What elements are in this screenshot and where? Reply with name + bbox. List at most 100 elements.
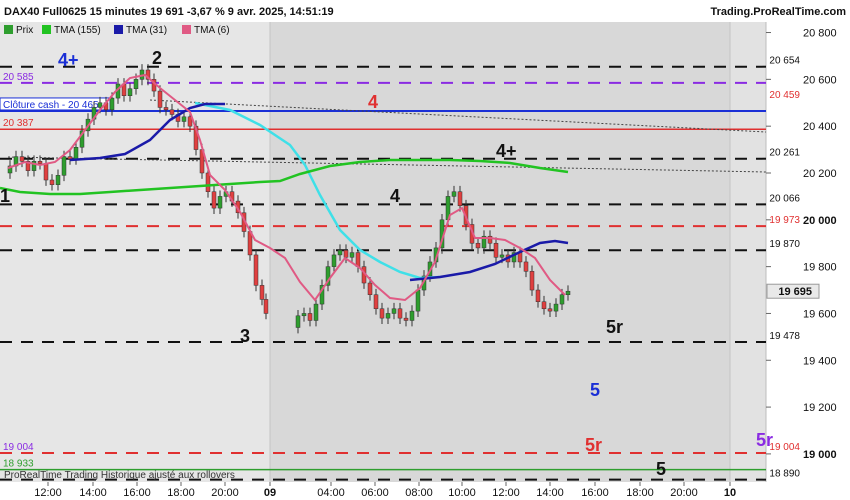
candle-body xyxy=(73,146,79,160)
level-label-right: 20 261 xyxy=(769,148,800,159)
candle-body xyxy=(541,301,547,310)
candle-body xyxy=(481,235,487,249)
level-label-left: 20 585 xyxy=(3,72,34,83)
y-tick-label: 19 600 xyxy=(803,308,837,320)
candle-body xyxy=(553,303,559,312)
candle-body xyxy=(379,308,385,319)
level-label-right: 19 478 xyxy=(769,331,800,342)
candle-body xyxy=(127,88,133,96)
candle-body xyxy=(313,303,319,321)
legend-label-tma31: TMA (31) xyxy=(126,25,167,36)
candle-body xyxy=(31,161,37,171)
tma6-line xyxy=(7,73,566,302)
trendline-upper xyxy=(149,99,767,133)
wave-label: 5r xyxy=(756,430,773,450)
wave-label: 5 xyxy=(590,380,600,400)
candle-body xyxy=(133,79,139,89)
candle-body xyxy=(325,266,331,286)
candle-body xyxy=(97,102,103,108)
candle-body xyxy=(163,107,169,111)
level-label-right: 20 459 xyxy=(769,90,800,101)
horizontal-levels: 20 654 20 585 Clôture cash - 20 465 20 459 2… xyxy=(0,56,800,481)
candle-body xyxy=(217,196,223,209)
y-tick-label: 20 800 xyxy=(803,28,837,40)
candle-body xyxy=(157,90,163,108)
indicator-lines xyxy=(0,73,569,302)
candle-body xyxy=(355,252,361,267)
candle-body xyxy=(343,249,349,258)
tma31-line-2 xyxy=(409,239,569,282)
current-price-box xyxy=(766,283,820,299)
candle-body xyxy=(259,285,265,300)
level-label-right: 20 066 xyxy=(769,193,800,204)
wave-label: 5r xyxy=(585,435,602,455)
x-tick-label: 14:00 xyxy=(536,487,564,499)
legend-swatch-tma155 xyxy=(42,25,51,34)
candle-body xyxy=(403,317,409,321)
cyan-ma-line xyxy=(194,101,441,280)
wave-label: 3 xyxy=(240,326,250,346)
candle-body xyxy=(397,308,403,319)
y-tick-label: 19 000 xyxy=(803,449,837,461)
candle-body xyxy=(295,315,301,328)
time-axis-panel xyxy=(0,482,850,500)
candle-body xyxy=(319,285,325,305)
session-shade-future xyxy=(730,22,766,482)
wave-labels: 4+ 2 4 1 4+ 4 3 5r 5 5r 5r 5 xyxy=(0,48,773,479)
x-tick-label: 12:00 xyxy=(34,487,62,499)
candle-body xyxy=(43,163,49,181)
candle-body xyxy=(391,308,397,314)
candle-body xyxy=(373,294,379,310)
candle-body xyxy=(451,191,457,197)
y-tick-label: 20 400 xyxy=(803,121,837,133)
candle-body xyxy=(511,252,517,263)
candle-body xyxy=(187,116,193,127)
candle-body xyxy=(493,242,499,258)
candle-body xyxy=(529,271,535,291)
candle-body xyxy=(415,289,421,312)
x-tick-label: 18:00 xyxy=(167,487,195,499)
current-price-label: 19 695 xyxy=(778,286,812,298)
candle-body xyxy=(67,156,73,160)
x-tick-label: 20:00 xyxy=(670,487,698,499)
legend-label-tma6: TMA (6) xyxy=(194,25,230,36)
candle-body xyxy=(337,249,343,256)
candle-body xyxy=(565,290,571,295)
y-tick-label: 20 200 xyxy=(803,168,837,180)
candle-body xyxy=(263,299,269,314)
wave-label: 4+ xyxy=(58,50,79,70)
price-axis: 19 000 19 200 19 400 19 600 19 800 20 000 20 2… xyxy=(766,28,837,461)
candle-body xyxy=(331,254,337,267)
legend-swatch-prix xyxy=(4,25,13,34)
candle-body xyxy=(205,172,211,192)
candle-body xyxy=(499,254,505,258)
x-tick-label: 12:00 xyxy=(492,487,520,499)
candle-body xyxy=(181,116,187,122)
session-shade-previous xyxy=(0,22,270,482)
wave-label: 4 xyxy=(390,186,400,206)
axis-panel xyxy=(766,22,850,482)
candle-body xyxy=(301,313,307,317)
x-tick-label: 06:00 xyxy=(361,487,389,499)
y-tick-label: 19 200 xyxy=(803,402,837,414)
indicator-legend: Prix TMA (155) TMA (31) TMA (6) xyxy=(4,25,230,36)
candle-body xyxy=(523,261,529,272)
candle-body xyxy=(109,97,115,111)
candle-body xyxy=(79,130,85,148)
y-tick-label: 19 800 xyxy=(803,262,837,274)
candle-body xyxy=(211,191,217,209)
legend-swatch-tma6 xyxy=(182,25,191,34)
candle-body xyxy=(61,156,67,176)
candle-body xyxy=(547,308,553,312)
candle-body xyxy=(487,235,493,244)
candle-body xyxy=(55,175,61,185)
candle-body xyxy=(457,191,463,207)
x-tick-label: 16:00 xyxy=(123,487,151,499)
x-tick-label: 16:00 xyxy=(581,487,609,499)
legend-label-tma155: TMA (155) xyxy=(54,25,101,36)
x-tick-label: 20:00 xyxy=(211,487,239,499)
level-label-right: 19 973 xyxy=(769,215,800,226)
candle-body xyxy=(19,156,25,162)
x-tick-label: 09 xyxy=(264,487,276,499)
